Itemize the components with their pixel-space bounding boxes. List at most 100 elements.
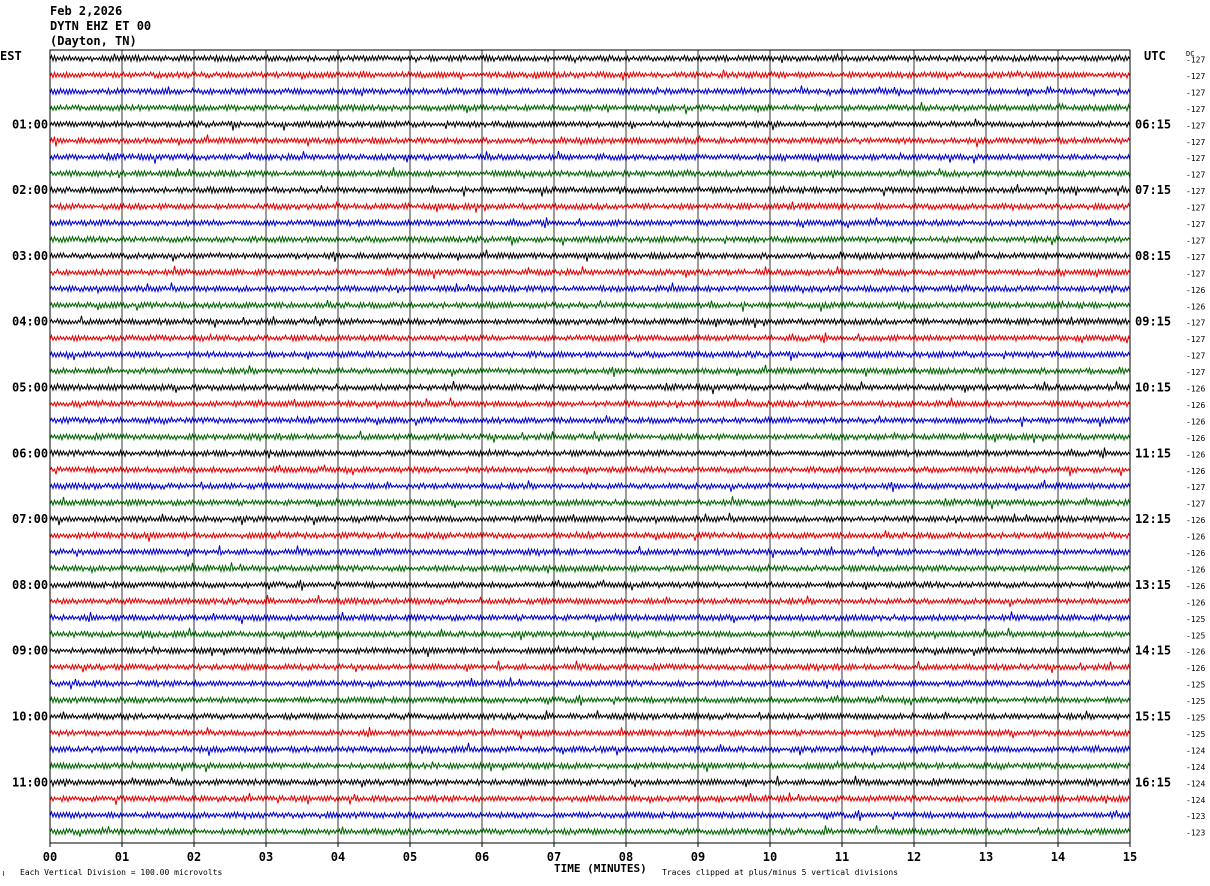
seismic-trace (49, 611, 1131, 625)
seismic-trace (49, 759, 1131, 773)
x-tick-label: 09 (691, 850, 705, 864)
right-hour-label: 14:15 (1135, 644, 1171, 658)
x-tick-label: 03 (259, 850, 273, 864)
dc-offset-label: -124 (1186, 796, 1205, 805)
seismic-trace (49, 727, 1131, 740)
seismic-trace (49, 562, 1131, 575)
dc-offset-label: -126 (1186, 664, 1205, 673)
seismic-trace (49, 234, 1131, 246)
seismic-trace (49, 447, 1131, 459)
seismic-trace (49, 265, 1131, 279)
dc-offset-label: -123 (1186, 812, 1205, 821)
seismic-trace (49, 479, 1131, 493)
right-hour-label: 13:15 (1135, 578, 1171, 592)
seismic-trace (49, 52, 1131, 65)
x-tick-label: 08 (619, 850, 633, 864)
right-timezone-label: UTC (1144, 49, 1166, 63)
dc-offset-label: -125 (1186, 615, 1205, 624)
seismic-trace (49, 512, 1131, 526)
seismic-trace (49, 627, 1131, 641)
dc-offset-label: -125 (1186, 730, 1205, 739)
dc-offset-label: -125 (1186, 631, 1205, 640)
seismic-trace (49, 414, 1131, 427)
left-hour-label: 04:00 (12, 315, 48, 329)
right-hour-label: 12:15 (1135, 512, 1171, 526)
seismic-trace (49, 464, 1131, 477)
dc-offset-label: -127 (1186, 253, 1205, 262)
dc-offset-label: -125 (1186, 681, 1205, 690)
x-tick-label: 04 (331, 850, 345, 864)
seismic-trace (49, 282, 1131, 295)
x-tick-label: 12 (907, 850, 921, 864)
station-location: (Dayton, TN) (50, 34, 137, 48)
x-axis-title: TIME (MINUTES) (554, 862, 647, 875)
dc-offset-label: -126 (1186, 533, 1205, 542)
x-tick-label: 15 (1123, 850, 1137, 864)
seismic-trace (49, 349, 1131, 361)
seismic-trace (49, 677, 1131, 690)
dc-offset-label: -126 (1186, 450, 1205, 459)
seismic-trace (49, 249, 1131, 262)
seismic-trace (49, 364, 1131, 377)
seismic-trace (49, 825, 1131, 837)
left-hour-label: 06:00 (12, 446, 48, 460)
dc-offset-label: -126 (1186, 565, 1205, 574)
seismic-trace (49, 430, 1131, 444)
dc-offset-label: -126 (1186, 467, 1205, 476)
seismic-trace (49, 381, 1131, 395)
seismic-trace (49, 167, 1131, 180)
x-tick-label: 05 (403, 850, 417, 864)
dc-offset-label: -126 (1186, 516, 1205, 525)
seismic-trace (49, 579, 1131, 591)
seismic-trace (49, 102, 1131, 115)
left-hour-label: 02:00 (12, 183, 48, 197)
dc-offset-label: -126 (1186, 417, 1205, 426)
seismic-trace (49, 184, 1131, 197)
seismic-trace (49, 595, 1131, 608)
right-hour-label: 07:15 (1135, 183, 1171, 197)
seismic-trace (49, 644, 1131, 657)
left-hour-label: 03:00 (12, 249, 48, 263)
plot-date: Feb 2,2026 (50, 4, 123, 18)
dc-offset-label: -125 (1186, 714, 1205, 723)
dc-offset-label: -127 (1186, 72, 1205, 81)
x-tick-label: 13 (979, 850, 993, 864)
left-hour-label: 01:00 (12, 117, 48, 131)
x-tick-label: 01 (115, 850, 129, 864)
right-hour-label: 10:15 (1135, 381, 1171, 395)
right-hour-label: 06:15 (1135, 117, 1171, 131)
x-tick-label: 06 (475, 850, 489, 864)
seismic-trace (49, 496, 1131, 510)
x-tick-label: 00 (43, 850, 57, 864)
dc-offset-label: -126 (1186, 549, 1205, 558)
dc-offset-label: -127 (1186, 138, 1205, 147)
dc-offset-label: -127 (1186, 335, 1205, 344)
corner-mark: ≀ (2, 869, 5, 878)
dc-offset-label: -126 (1186, 434, 1205, 443)
seismic-trace (49, 545, 1131, 559)
dc-offset-label: -127 (1186, 500, 1205, 509)
left-hour-label: 09:00 (12, 644, 48, 658)
seismic-trace (49, 134, 1131, 148)
seismic-trace (49, 397, 1131, 410)
seismic-trace (49, 742, 1131, 756)
seismic-trace (49, 660, 1131, 674)
dc-offset-label: -127 (1186, 220, 1205, 229)
seismic-trace (49, 710, 1131, 722)
dc-offset-label: -124 (1186, 763, 1205, 772)
dc-offset-label: -127 (1186, 56, 1205, 65)
seismic-trace (49, 69, 1131, 81)
right-hour-label: 09:15 (1135, 315, 1171, 329)
dc-offset-label: -127 (1186, 187, 1205, 196)
right-hour-label: 11:15 (1135, 446, 1171, 460)
dc-offset-label: -127 (1186, 236, 1205, 245)
left-hour-label: 08:00 (12, 578, 48, 592)
seismic-trace (49, 200, 1131, 213)
dc-offset-label: -127 (1186, 171, 1205, 180)
dc-offset-header: DC (1186, 50, 1195, 58)
dc-offset-label: -127 (1186, 319, 1205, 328)
left-hour-label: 11:00 (12, 775, 48, 789)
seismic-trace (49, 810, 1131, 821)
x-tick-label: 10 (763, 850, 777, 864)
